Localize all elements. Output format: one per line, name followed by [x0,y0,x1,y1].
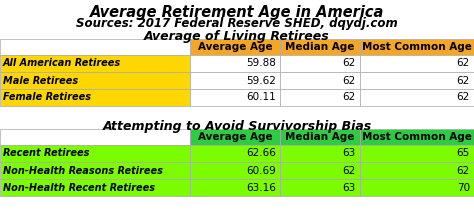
Bar [0,179,190,196]
Bar [0,129,190,145]
Bar [360,145,474,162]
Text: 60.69: 60.69 [246,165,276,175]
Text: Average Age: Average Age [198,42,272,52]
Text: 62: 62 [457,165,470,175]
Text: 60.11: 60.11 [246,92,276,102]
Text: 62: 62 [457,75,470,85]
Bar [360,129,474,145]
Text: 62: 62 [343,75,356,85]
Bar [360,179,474,196]
Text: Most Common Age: Most Common Age [362,132,472,142]
Bar [190,89,280,106]
Bar [0,145,190,162]
Bar [280,129,360,145]
Bar [0,162,190,179]
Text: 62: 62 [343,165,356,175]
Bar [280,55,360,72]
Text: Median Age: Median Age [285,132,355,142]
Text: 63: 63 [343,182,356,192]
Text: Average of Living Retirees: Average of Living Retirees [144,30,330,43]
Text: Non-Health Recent Retirees: Non-Health Recent Retirees [3,182,155,192]
Text: Non-Health Reasons Retirees: Non-Health Reasons Retirees [3,165,163,175]
Bar [280,145,360,162]
Text: 63.16: 63.16 [246,182,276,192]
Bar [360,39,474,55]
Text: 62: 62 [457,58,470,68]
Text: Recent Retirees: Recent Retirees [3,148,90,158]
Bar [360,89,474,106]
Text: Average Retirement Age in America: Average Retirement Age in America [90,5,384,20]
Bar [280,179,360,196]
Bar [360,55,474,72]
Bar [0,55,190,72]
Text: 65: 65 [457,148,470,158]
Bar [280,72,360,89]
Text: Male Retirees: Male Retirees [3,75,78,85]
Text: 62: 62 [457,92,470,102]
Text: 62: 62 [343,58,356,68]
Text: Female Retirees: Female Retirees [3,92,91,102]
Text: Sources: 2017 Federal Reserve SHED, dqydj.com: Sources: 2017 Federal Reserve SHED, dqyd… [76,17,398,30]
Bar [0,39,190,55]
Text: Median Age: Median Age [285,42,355,52]
Bar [190,129,280,145]
Bar [190,179,280,196]
Text: 62: 62 [343,92,356,102]
Bar [190,145,280,162]
Text: 59.88: 59.88 [246,58,276,68]
Text: Most Common Age: Most Common Age [362,42,472,52]
Bar [360,162,474,179]
Text: 59.62: 59.62 [246,75,276,85]
Bar [190,55,280,72]
Bar [0,89,190,106]
Text: Average Age: Average Age [198,132,272,142]
Text: All American Retirees: All American Retirees [3,58,121,68]
Text: 62.66: 62.66 [246,148,276,158]
Bar [190,162,280,179]
Bar [280,39,360,55]
Bar [190,39,280,55]
Text: Attempting to Avoid Survivorship Bias: Attempting to Avoid Survivorship Bias [102,120,372,133]
Bar [0,72,190,89]
Bar [280,162,360,179]
Text: 63: 63 [343,148,356,158]
Text: 70: 70 [457,182,470,192]
Bar [190,72,280,89]
Bar [280,89,360,106]
Bar [360,72,474,89]
